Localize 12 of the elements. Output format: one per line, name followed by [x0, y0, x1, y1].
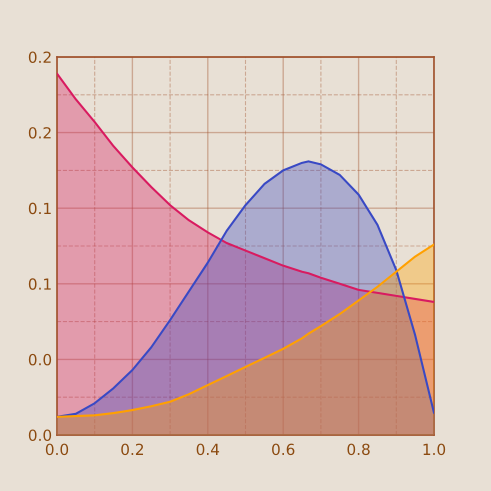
x-tick-label: 1.0	[424, 444, 446, 456]
x-tick-label: 0.4	[196, 444, 220, 456]
x-tick-label: 0.0	[46, 444, 68, 456]
y-tick-label: 0.1	[28, 278, 51, 290]
y-tick-label: 0.2	[28, 51, 51, 64]
y-tick-label: 0.0	[28, 429, 52, 442]
x-tick-label: 0.8	[347, 444, 370, 456]
x-tick-label: 0.6	[272, 444, 294, 456]
x-tick-label: 0.2	[121, 444, 144, 456]
y-tick-label: 0.1	[28, 202, 51, 214]
y-tick-label: 0.0	[28, 354, 52, 366]
y-tick-label: 0.2	[28, 127, 51, 139]
